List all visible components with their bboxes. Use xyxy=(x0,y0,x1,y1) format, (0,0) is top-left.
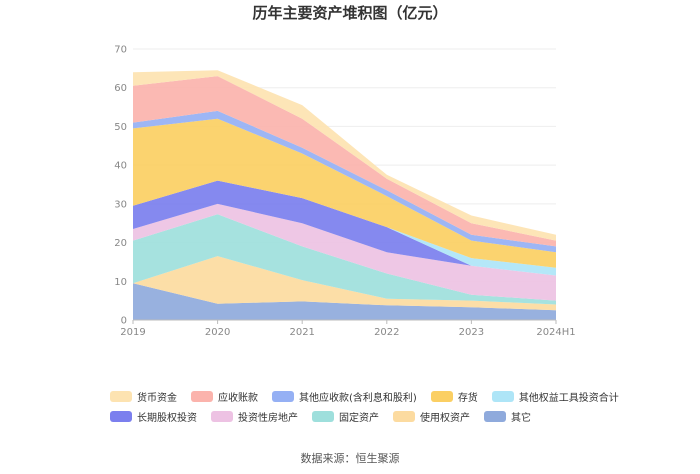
legend-label: 货币资金 xyxy=(137,392,177,404)
area-固定资产 xyxy=(133,214,556,305)
legend-row: 货币资金 应收账款 其他应收款(含利息和股利) 存货 其他权益工具投资合计 xyxy=(110,386,630,406)
area-存货 xyxy=(133,118,556,268)
area-长期股权投资 xyxy=(133,180,556,276)
legend-item[interactable]: 其他权益工具投资合计 xyxy=(491,389,619,404)
legend-item[interactable]: 其他应收款(含利息和股利) xyxy=(272,389,417,404)
y-tick-label: 70 xyxy=(114,45,127,56)
legend-swatch xyxy=(191,390,213,402)
x-tick-label: 2023 xyxy=(459,327,484,338)
legend-item[interactable]: 货币资金 xyxy=(110,389,177,404)
chart-title: 历年主要资产堆积图（亿元） xyxy=(252,4,448,22)
legend-label: 使用权资产 xyxy=(420,412,470,424)
legend-item[interactable]: 使用权资产 xyxy=(393,409,470,424)
y-tick-label: 0 xyxy=(121,316,127,327)
y-tick-label: 20 xyxy=(114,238,127,249)
legend-label: 其它 xyxy=(511,412,531,424)
x-tick-label: 2021 xyxy=(289,327,314,338)
legend-swatch xyxy=(393,410,415,422)
legend-swatch xyxy=(110,410,132,422)
y-tick-label: 60 xyxy=(114,83,127,94)
legend-swatch xyxy=(491,390,514,402)
x-tick-label: 2022 xyxy=(374,327,399,338)
chart-area: 0 10 20 30 40 50 60 70 2019 2020 2021 2022 2023 2024H… xyxy=(114,45,575,339)
legend-item[interactable]: 其它 xyxy=(484,409,531,424)
y-tick-label: 10 xyxy=(114,277,127,288)
legend-label: 应收账款 xyxy=(218,392,258,404)
y-tick-label: 40 xyxy=(114,161,127,172)
y-tick-label: 50 xyxy=(114,122,127,133)
legend-row: 长期股权投资 投资性房地产 固定资产 使用权资产 其它 xyxy=(110,406,630,426)
legend-item[interactable]: 应收账款 xyxy=(191,389,258,404)
source-note: 数据来源：恒生聚源 xyxy=(300,452,400,465)
legend-item[interactable]: 长期股权投资 xyxy=(110,409,197,424)
x-tick-label: 2019 xyxy=(120,327,145,338)
area-使用权资产 xyxy=(133,256,556,311)
legend: 货币资金 应收账款 其他应收款(含利息和股利) 存货 其他权益工具投资合计长期股权投资 投… xyxy=(110,386,630,426)
area-应收账款 xyxy=(133,76,556,247)
legend-item[interactable]: 固定资产 xyxy=(312,409,379,424)
legend-label: 其他应收款(含利息和股利) xyxy=(299,392,417,404)
legend-label: 长期股权投资 xyxy=(137,412,197,424)
legend-label: 存货 xyxy=(457,392,478,404)
area-其它 xyxy=(133,283,556,320)
legend-swatch xyxy=(272,390,294,402)
y-tick-label: 30 xyxy=(114,199,127,210)
legend-swatch xyxy=(312,410,334,422)
x-tick-label: 2020 xyxy=(205,327,230,338)
x-tick-label: 2024H1 xyxy=(536,327,575,338)
legend-label: 固定资产 xyxy=(339,412,379,424)
legend-swatch xyxy=(211,410,233,422)
area-其他权益工具投资合计 xyxy=(133,180,556,276)
legend-swatch xyxy=(484,410,506,422)
legend-swatch xyxy=(110,390,132,402)
area-投资性房地产 xyxy=(133,203,556,301)
legend-label: 其他权益工具投资合计 xyxy=(518,392,619,404)
legend-label: 投资性房地产 xyxy=(238,412,298,424)
legend-item[interactable]: 投资性房地产 xyxy=(211,409,298,424)
legend-item[interactable]: 存货 xyxy=(430,389,478,404)
legend-swatch xyxy=(430,390,453,402)
